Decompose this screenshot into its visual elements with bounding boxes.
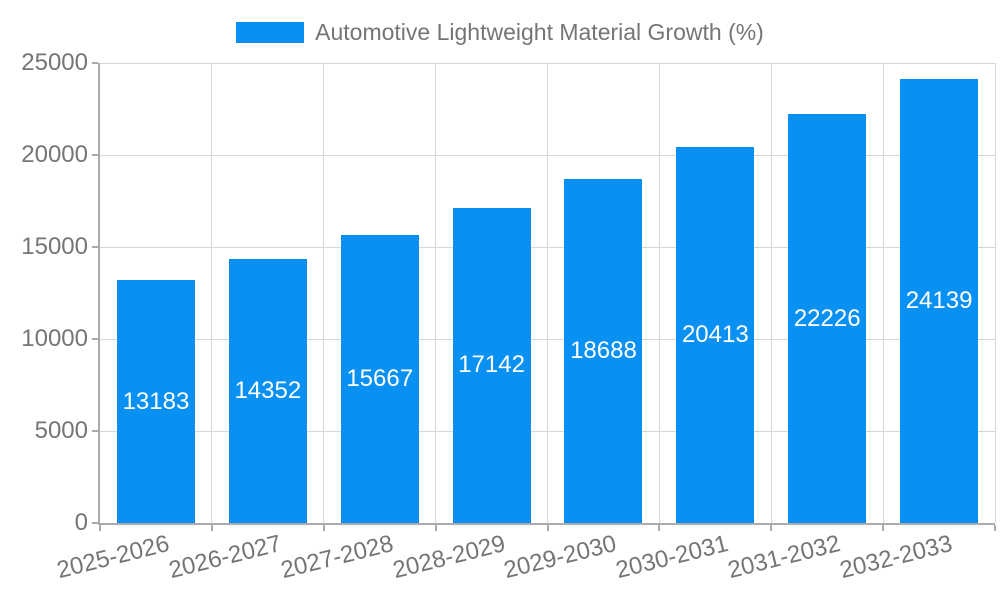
bar-value-label: 24139 [905, 286, 973, 314]
x-axis-tick [658, 525, 661, 531]
x-axis-tick-label: 2026-2027 [165, 530, 284, 585]
x-axis-tick [99, 525, 101, 531]
bar-value-label: 22226 [793, 304, 861, 332]
gridline-vertical [658, 63, 660, 523]
y-axis-tick-label: 0 [74, 509, 88, 536]
x-axis-tick [546, 525, 549, 531]
gridline-vertical [435, 63, 437, 523]
x-axis-tick-label: 2032-2033 [837, 530, 956, 585]
x-axis-tick [322, 525, 325, 531]
x-axis-tick [770, 525, 773, 531]
x-axis-line [98, 523, 995, 525]
gridline-vertical [211, 63, 213, 523]
bar-value-label: 13183 [122, 387, 190, 415]
y-axis-tick [92, 522, 98, 524]
y-axis-tick [92, 338, 98, 340]
bar-value-label: 14352 [234, 376, 302, 404]
bar[interactable] [228, 258, 307, 523]
gridline-vertical [994, 63, 996, 523]
bar[interactable] [340, 234, 419, 523]
bar[interactable] [452, 207, 531, 523]
bar-value-label: 18688 [570, 337, 637, 365]
y-axis-tick [92, 62, 98, 64]
x-axis-tick-label: 2029-2030 [501, 530, 620, 585]
y-axis-tick-label: 10000 [21, 325, 88, 352]
gridline-vertical [323, 63, 325, 523]
x-axis-tick [210, 525, 213, 531]
legend[interactable]: Automotive Lightweight Material Growth (… [0, 18, 1000, 46]
y-axis-line [98, 63, 100, 523]
bar[interactable] [788, 114, 867, 523]
y-axis-tick [92, 154, 98, 156]
x-axis-tick-label: 2027-2028 [277, 530, 396, 585]
x-axis-tick-label: 2030-2031 [613, 530, 732, 585]
x-axis-tick [994, 525, 996, 531]
bar[interactable] [116, 280, 195, 523]
x-axis-tick [434, 525, 437, 531]
x-axis-tick-label: 2031-2032 [725, 530, 844, 585]
bar-value-label: 17142 [458, 351, 525, 379]
bar[interactable] [564, 179, 643, 523]
y-axis-tick-label: 5000 [34, 417, 88, 444]
y-axis-tick-label: 20000 [21, 141, 88, 168]
bar[interactable] [676, 147, 755, 523]
y-axis-tick [92, 246, 98, 248]
x-axis-tick [882, 525, 885, 531]
y-axis-tick-label: 25000 [21, 49, 88, 76]
gridline-vertical [882, 63, 884, 523]
legend-swatch [236, 21, 305, 43]
bar-value-label: 20413 [681, 321, 749, 349]
plot-area: 13183 14352 15667 17142 18688 20413 22226 24139 [92, 62, 996, 531]
legend-label: Automotive Lightweight Material Growth (… [315, 18, 764, 45]
x-axis-tick-label: 2025-2026 [54, 530, 172, 585]
gridline-vertical [770, 63, 772, 523]
y-axis-tick [92, 430, 98, 432]
bar-value-label: 15667 [346, 364, 414, 392]
bar[interactable] [900, 78, 979, 523]
y-axis-tick-label: 15000 [21, 233, 88, 260]
gridline-vertical [547, 63, 548, 523]
x-axis-tick-label: 2028-2029 [389, 530, 508, 585]
